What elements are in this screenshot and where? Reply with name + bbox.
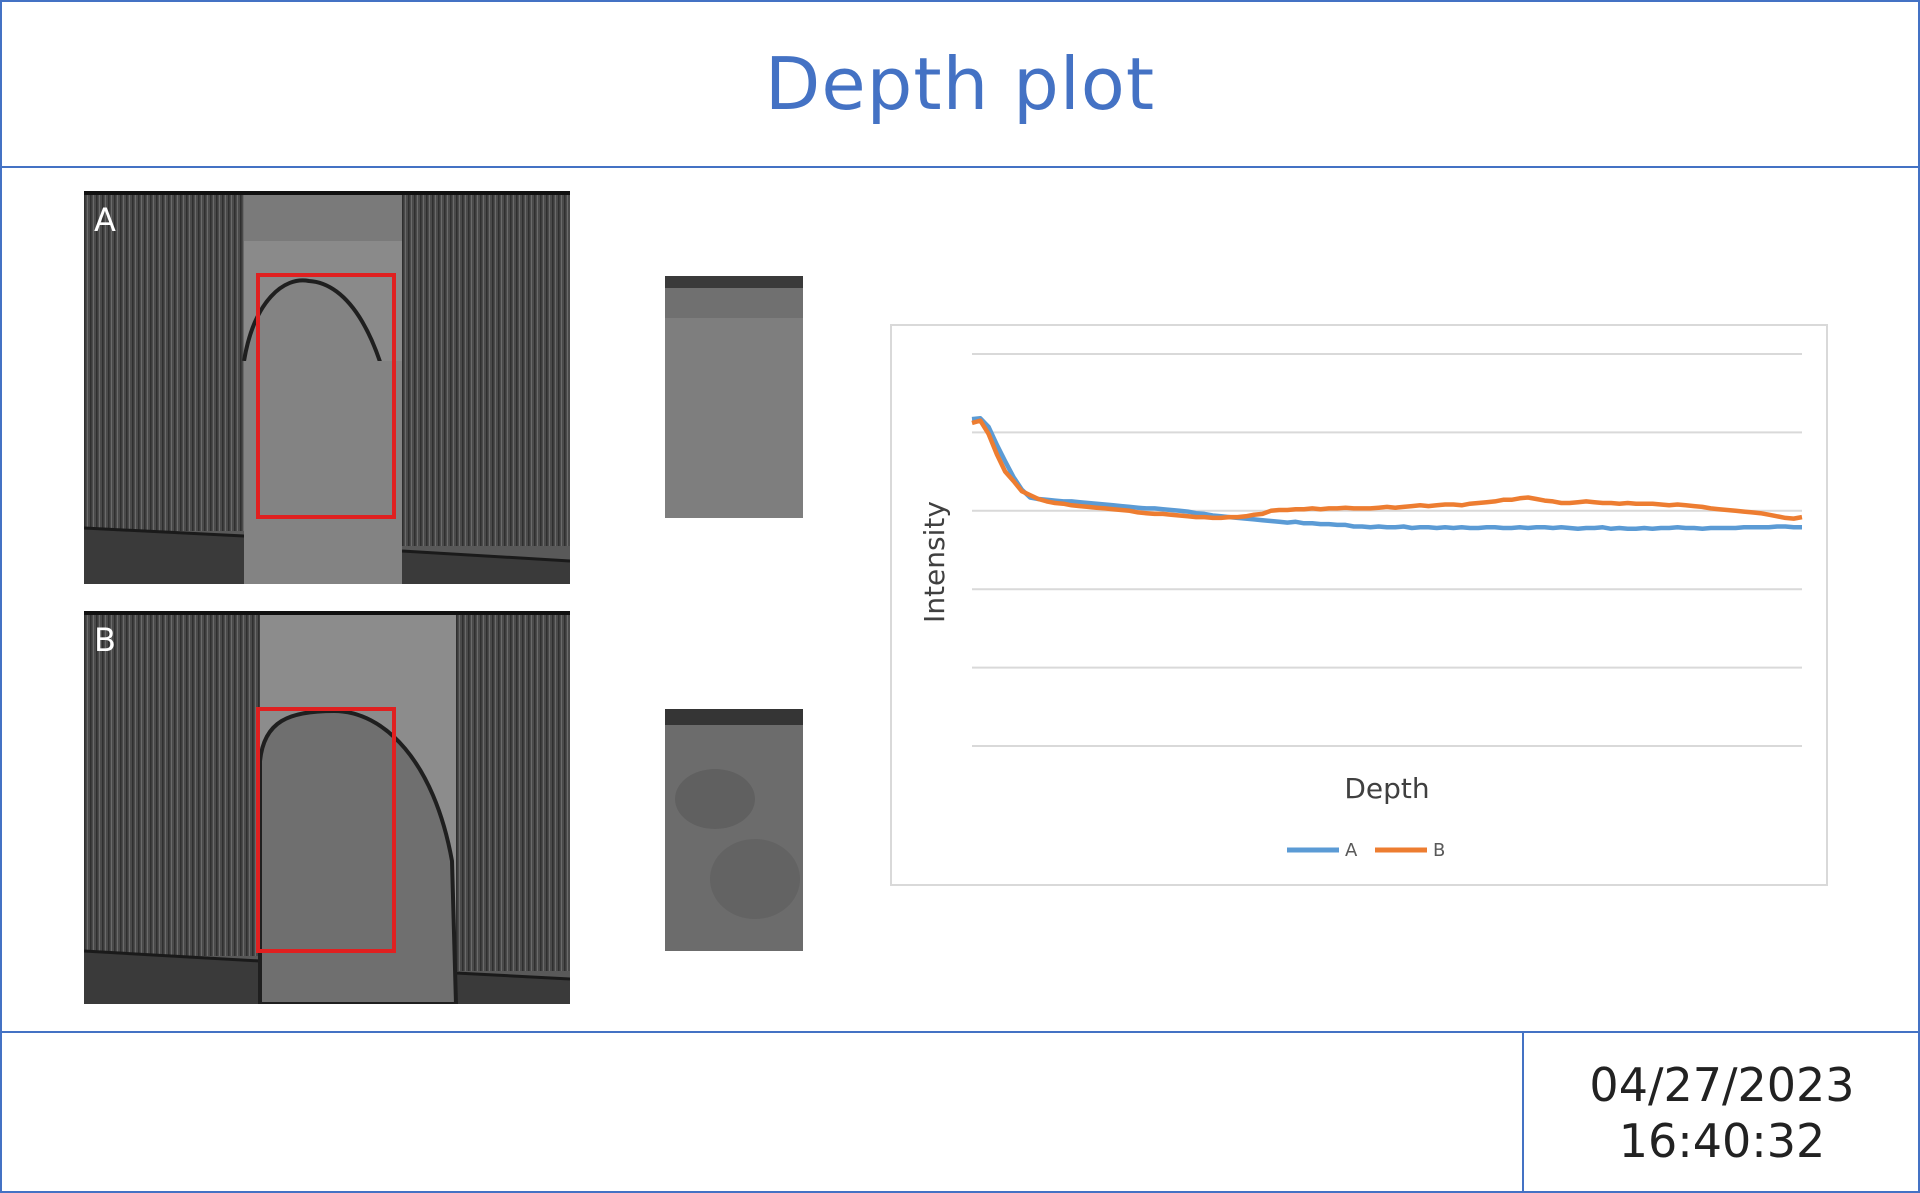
time-text: 16:40:32	[1618, 1114, 1826, 1168]
page-title: Depth plot	[764, 42, 1156, 126]
scan-label-a: A	[94, 201, 116, 239]
footer-column-divider	[1522, 1031, 1524, 1193]
legend-label-b: B	[1433, 840, 1445, 861]
scan-image-b: B	[84, 611, 570, 1004]
roi-crop-b	[665, 709, 803, 951]
scan-label-b: B	[94, 621, 116, 659]
chart-series	[971, 416, 1803, 532]
date-text: 04/27/2023	[1589, 1058, 1855, 1112]
series-line-a	[971, 416, 1802, 532]
series-line-b	[971, 418, 1803, 521]
timestamp: 04/27/2023 16:40:32	[1524, 1033, 1920, 1193]
roi-crop-a	[665, 276, 803, 518]
roi-box-b[interactable]	[256, 707, 396, 953]
roi-box-a[interactable]	[256, 273, 396, 519]
legend-label-a: A	[1345, 840, 1358, 861]
footer-divider	[0, 1031, 1920, 1033]
y-axis-title: Intensity	[918, 501, 951, 623]
header-divider	[0, 166, 1920, 168]
scan-image-a: A	[84, 191, 570, 584]
x-axis-title: Depth	[1344, 772, 1429, 805]
chart-gridlines	[972, 353, 1802, 747]
